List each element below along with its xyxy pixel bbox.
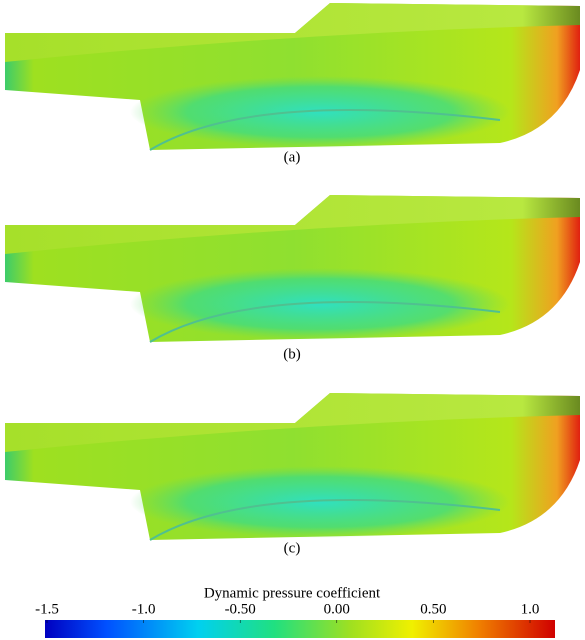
colorbar-tick-label: 1.0: [521, 601, 540, 617]
colorbar-tick-label: 0.00: [324, 601, 350, 617]
panel-label: (b): [283, 346, 301, 362]
panel-label: (c): [284, 540, 301, 556]
hull-c: [4, 392, 581, 541]
panel-label: (a): [284, 149, 301, 165]
hull-a: [4, 2, 581, 151]
colorbar-tick-label: -0.50: [225, 601, 256, 617]
colorbar-title: Dynamic pressure coefficient: [204, 585, 381, 601]
colorbar-tick-label: -1.0: [132, 601, 156, 617]
colorbar-tick-label: -1.5: [35, 601, 59, 617]
colorbar: [45, 620, 555, 638]
colorbar-tick-label: 0.50: [420, 601, 446, 617]
hull-b: [4, 194, 581, 343]
